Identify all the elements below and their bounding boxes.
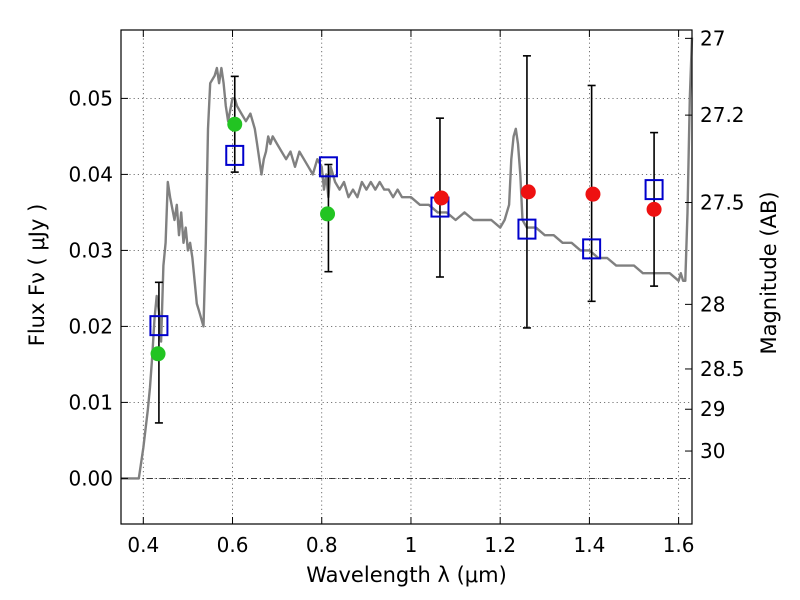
open-square-marker <box>582 238 602 260</box>
x-tick-labels: 0.4 0.6 0.8 1 1.2 1.4 1.6 <box>127 533 694 557</box>
sed-model-layer <box>121 37 694 480</box>
circle-marker-layer <box>150 116 662 362</box>
tick-layer <box>121 30 692 524</box>
y-tick-label: 0.04 <box>68 162 113 186</box>
y-tick-label: 0.02 <box>68 314 113 338</box>
filled-circle-marker <box>585 186 601 202</box>
y-tick-label: 0.00 <box>68 466 113 490</box>
right-tick-label: 27.2 <box>700 103 745 127</box>
plot-frame <box>120 29 693 525</box>
square-marker-layer <box>149 144 664 337</box>
right-axis-label: Magnitude (AB) <box>757 191 781 354</box>
filled-circle-marker <box>150 346 166 362</box>
right-tick-label: 28.5 <box>700 357 745 381</box>
right-tick-label: 27 <box>700 26 725 50</box>
filled-circle-marker <box>227 116 243 132</box>
sed-model-line <box>121 37 694 480</box>
open-square-marker <box>644 179 664 201</box>
x-tick-label: 1.4 <box>573 533 605 557</box>
right-tick-label: 30 <box>700 439 725 463</box>
x-tick-label: 1 <box>405 533 418 557</box>
y-tick-label: 0.05 <box>68 86 113 110</box>
y-axis-label: Flux Fν ( μJy ) <box>25 204 49 347</box>
open-square-marker <box>149 315 169 337</box>
x-tick-label: 0.6 <box>217 533 249 557</box>
right-tick-label: 28 <box>700 292 725 316</box>
open-square-marker <box>517 218 537 240</box>
filled-circle-marker <box>520 184 536 200</box>
x-axis-label: Wavelength λ (μm) <box>306 563 507 587</box>
filled-circle-marker <box>320 206 336 222</box>
grid-layer <box>121 30 692 524</box>
right-tick-label: 27.5 <box>700 191 745 215</box>
right-tick-label: 29 <box>700 397 725 421</box>
x-tick-label: 1.2 <box>484 533 516 557</box>
y-tick-labels: 0.00 0.01 0.02 0.03 0.04 0.05 <box>68 86 113 490</box>
filled-circle-marker <box>646 201 662 217</box>
open-square-marker <box>225 144 245 166</box>
x-tick-label: 1.6 <box>663 533 695 557</box>
y-tick-label: 0.01 <box>68 390 113 414</box>
open-square-marker <box>318 156 338 178</box>
right-tick-labels: 27 27.2 27.5 28 28.5 29 30 <box>700 26 745 463</box>
x-tick-label: 0.8 <box>306 533 338 557</box>
filled-circle-marker <box>433 190 449 206</box>
x-tick-label: 0.4 <box>127 533 159 557</box>
y-tick-label: 0.03 <box>68 238 113 262</box>
